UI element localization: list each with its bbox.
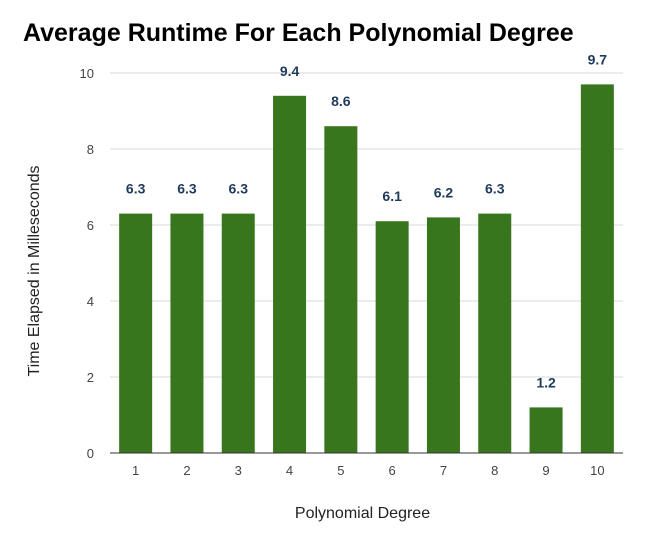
chart-title: Average Runtime For Each Polynomial Degr… (23, 19, 574, 47)
bar (170, 213, 204, 453)
x-tick-label: 1 (132, 463, 139, 478)
x-axis-title: Polynomial Degree (295, 505, 430, 522)
y-tick-label: 0 (87, 446, 94, 461)
bars (119, 84, 614, 454)
x-tick-label: 4 (286, 463, 293, 478)
x-tick-label: 5 (337, 463, 344, 478)
data-label: 1.2 (536, 374, 556, 390)
bar (529, 407, 563, 453)
bar (119, 213, 153, 453)
data-label: 6.2 (434, 184, 454, 200)
bar (426, 217, 460, 453)
y-tick-label: 4 (87, 294, 94, 309)
x-tick-label: 10 (590, 463, 604, 478)
x-axis-ticks: 1 2 3 4 5 6 7 8 9 10 (132, 463, 605, 478)
y-axis-title: Time Elapsed in Milleseconds (26, 165, 43, 376)
y-tick-label: 2 (87, 370, 94, 385)
bar (580, 84, 614, 454)
x-tick-label: 2 (183, 463, 190, 478)
data-label: 6.3 (229, 181, 249, 197)
x-tick-label: 7 (440, 463, 447, 478)
data-label: 9.7 (588, 51, 608, 67)
x-tick-label: 9 (542, 463, 549, 478)
y-tick-label: 8 (87, 142, 94, 157)
x-tick-label: 6 (389, 463, 396, 478)
x-tick-label: 8 (491, 463, 498, 478)
data-label: 9.4 (280, 63, 300, 79)
bar (478, 213, 512, 453)
bar (324, 126, 358, 453)
x-tick-label: 3 (235, 463, 242, 478)
data-label: 6.3 (485, 181, 505, 197)
data-label: 6.3 (126, 181, 146, 197)
data-label: 8.6 (331, 93, 351, 109)
y-tick-label: 10 (80, 66, 94, 81)
y-axis-ticks: 0 2 4 6 8 10 (80, 66, 94, 461)
data-label: 6.1 (382, 188, 402, 204)
data-label: 6.3 (177, 181, 197, 197)
y-tick-label: 6 (87, 218, 94, 233)
bar (375, 221, 409, 453)
data-labels: 6.3 6.3 6.3 9.4 8.6 6.1 6.2 6.3 1.2 9.7 (126, 51, 607, 390)
bar (273, 95, 307, 454)
bar (221, 213, 255, 453)
